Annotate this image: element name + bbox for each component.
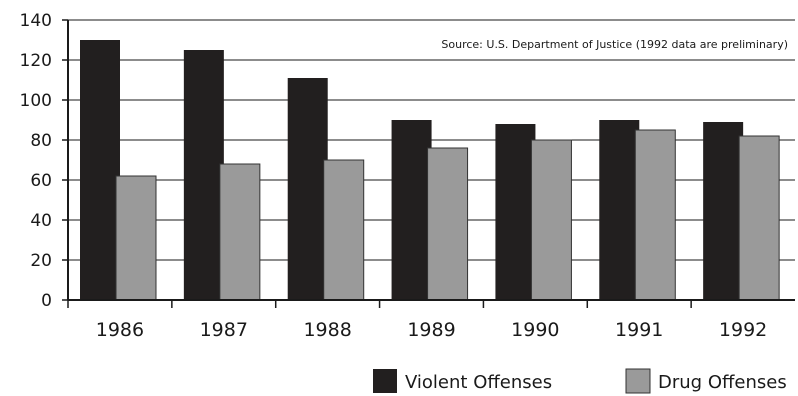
bar-drug-offenses <box>115 175 157 301</box>
bar-drug-offenses <box>323 159 365 301</box>
x-tick-label: 1989 <box>407 319 455 341</box>
bar-drug-offenses <box>738 135 780 301</box>
bar-violent-offenses <box>599 120 640 300</box>
bar-drug-offenses <box>427 147 469 301</box>
x-tick-label: 1991 <box>615 319 663 341</box>
source-annotation: Source: U.S. Department of Justice (1992… <box>441 38 788 51</box>
x-tick-labels: 1986 1987 1988 1989 1990 1991 1992 <box>67 300 767 341</box>
legend-label-violent: Violent Offenses <box>405 372 552 393</box>
y-tick-label: 0 <box>41 291 52 311</box>
legend-swatch-violent <box>373 369 397 393</box>
x-tick-label: 1990 <box>511 319 559 341</box>
y-tick-label: 60 <box>30 171 52 191</box>
axes <box>67 20 795 301</box>
y-tick-labels: 0 20 40 60 80 100 120 140 <box>20 11 68 311</box>
y-tick-label: 20 <box>30 251 52 271</box>
legend: Violent Offenses Drug Offenses <box>373 368 787 394</box>
x-tick-label: 1988 <box>303 319 351 341</box>
y-tick-label: 140 <box>20 11 52 31</box>
x-tick-label: 1986 <box>96 319 144 341</box>
y-tick-label: 40 <box>30 211 52 231</box>
y-tick-label: 80 <box>30 131 52 151</box>
bar-drug-offenses <box>219 163 261 301</box>
bar-drug-offenses <box>530 139 572 301</box>
legend-swatch-drug <box>625 368 651 394</box>
y-tick-label: 120 <box>20 51 52 71</box>
bar-violent-offenses <box>495 124 536 300</box>
bar-violent-offenses <box>80 40 120 300</box>
x-tick-label: 1987 <box>200 319 248 341</box>
x-tick-label: 1992 <box>719 319 767 341</box>
y-tick-label: 100 <box>20 91 52 111</box>
bar-violent-offenses <box>287 78 328 300</box>
legend-label-drug: Drug Offenses <box>658 372 787 393</box>
bar-violent-offenses <box>183 50 224 300</box>
bar-violent-offenses <box>391 120 432 300</box>
bar-drug-offenses <box>634 129 676 301</box>
bars <box>80 40 780 301</box>
bar-violent-offenses <box>703 122 744 300</box>
